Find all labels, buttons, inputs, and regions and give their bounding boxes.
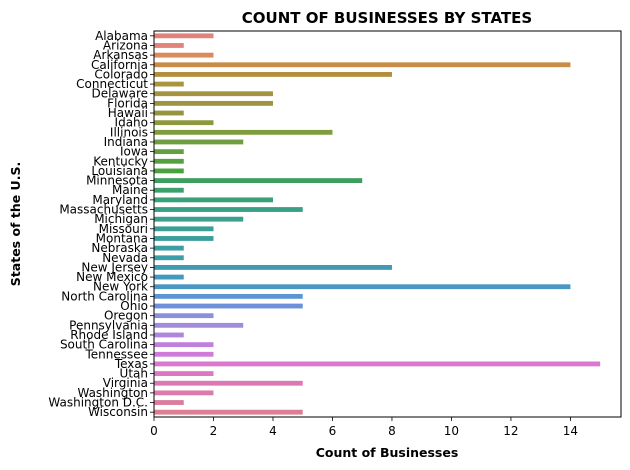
- y-tick-label: Washington D.C.: [48, 396, 148, 410]
- y-tick-label: Oregon: [104, 309, 148, 323]
- x-tick-label: 6: [329, 424, 337, 438]
- bar-massachusetts: [154, 207, 303, 212]
- y-tick-label: Hawaii: [108, 106, 148, 120]
- bar-louisiana: [154, 168, 184, 174]
- bar-montana: [154, 236, 214, 241]
- bar-texas: [154, 361, 601, 367]
- y-tick-label: Ohio: [120, 299, 148, 313]
- y-tick-label: Nebraska: [91, 241, 148, 255]
- y-tick-label: Michigan: [94, 212, 148, 226]
- bar-arizona: [154, 43, 184, 48]
- y-tick-label: Washington: [77, 386, 148, 400]
- x-tick-label: 14: [563, 424, 578, 438]
- x-tick-label: 2: [210, 424, 218, 438]
- y-tick-label: Colorado: [94, 67, 148, 81]
- bar-california: [154, 62, 571, 68]
- bar-iowa: [154, 149, 184, 155]
- bar-idaho: [154, 120, 214, 126]
- y-tick-label: New York: [93, 280, 148, 294]
- bar-illinois: [154, 129, 333, 135]
- bar-minnesota: [154, 178, 363, 183]
- y-tick-label: Nevada: [102, 251, 148, 265]
- bar-maryland: [154, 197, 273, 203]
- x-tick-label: 12: [503, 424, 518, 438]
- bar-new-mexico: [154, 274, 184, 280]
- y-tick-label: Rhode Island: [70, 328, 148, 342]
- bar-north-carolina: [154, 293, 303, 299]
- y-tick-label: Montana: [96, 231, 148, 245]
- bar-nebraska: [154, 245, 184, 251]
- bar-oregon: [154, 313, 214, 319]
- y-tick-label: Florida: [107, 96, 148, 110]
- y-tick-label: Indiana: [104, 135, 148, 149]
- bar-arkansas: [154, 52, 214, 58]
- bar-pennsylvania: [154, 322, 244, 328]
- y-tick-label: Virginia: [103, 376, 148, 390]
- bars-group: [154, 33, 601, 415]
- bar-washington: [154, 390, 214, 396]
- y-tick-label: Iowa: [120, 145, 148, 159]
- y-tick-label: Maryland: [92, 193, 148, 207]
- bar-wisconsin: [154, 409, 303, 415]
- y-tick-label: Massachusetts: [59, 203, 148, 217]
- y-tick-label: Maine: [112, 183, 148, 197]
- y-tick-label: Pennsylvania: [69, 318, 148, 332]
- bar-virginia: [154, 380, 303, 386]
- y-tick-label: Arizona: [103, 38, 148, 52]
- chart-title: COUNT OF BUSINESSES BY STATES: [242, 9, 532, 27]
- bar-nevada: [154, 255, 184, 261]
- plot-frame: [153, 30, 622, 418]
- y-tick-label: California: [91, 58, 148, 72]
- bar-connecticut: [154, 81, 184, 87]
- y-tick-label: Utah: [120, 367, 148, 381]
- bar-new-york: [154, 284, 571, 290]
- y-tick-label: Missouri: [99, 222, 148, 236]
- y-tick-label: Louisiana: [91, 164, 148, 178]
- bar-south-carolina: [154, 342, 214, 348]
- bar-colorado: [154, 72, 392, 77]
- x-axis-title: Count of Businesses: [316, 445, 459, 460]
- x-tick-label: 0: [150, 424, 158, 438]
- bar-maine: [154, 187, 184, 193]
- bar-hawaii: [154, 110, 184, 116]
- bar-michigan: [154, 216, 244, 222]
- y-tick-label: Delaware: [91, 87, 148, 101]
- y-tick-label: Texas: [114, 357, 148, 371]
- bar-washington-d-c: [154, 400, 184, 405]
- x-tick-label: 4: [269, 424, 277, 438]
- bar-kentucky: [154, 158, 184, 164]
- bar-indiana: [154, 139, 244, 145]
- y-tick-label: Alabama: [95, 29, 148, 43]
- bar-utah: [154, 371, 214, 376]
- y-tick-label: Kentucky: [93, 154, 148, 168]
- y-tick-label: Minnesota: [86, 174, 148, 188]
- bar-new-jersey: [154, 265, 392, 270]
- y-tick-label: Tennessee: [84, 347, 148, 361]
- y-tick-label: Arkansas: [93, 48, 148, 62]
- x-tick-label: 8: [388, 424, 396, 438]
- y-tick-label: Wisconsin: [88, 405, 148, 419]
- y-tick-labels: AlabamaArizonaArkansasCaliforniaColorado…: [48, 29, 154, 419]
- y-tick-label: New Jersey: [81, 260, 148, 274]
- bar-ohio: [154, 303, 303, 309]
- y-tick-label: Connecticut: [76, 77, 148, 91]
- y-tick-label: Illinois: [110, 125, 148, 139]
- y-tick-label: New Mexico: [76, 270, 148, 284]
- bar-delaware: [154, 91, 273, 97]
- x-ticks: 0 2 4 6 8 10 12 14: [150, 417, 578, 438]
- y-tick-label: South Carolina: [60, 338, 148, 352]
- x-tick-label: 10: [444, 424, 459, 438]
- bar-rhode-island: [154, 332, 184, 338]
- bar-tennessee: [154, 351, 214, 357]
- y-axis-title: States of the U.S.: [8, 162, 23, 286]
- y-tick-label: Idaho: [115, 116, 148, 130]
- y-tick-label: North Carolina: [61, 289, 148, 303]
- bar-florida: [154, 100, 273, 106]
- bar-missouri: [154, 226, 214, 232]
- bar-alabama: [154, 33, 214, 39]
